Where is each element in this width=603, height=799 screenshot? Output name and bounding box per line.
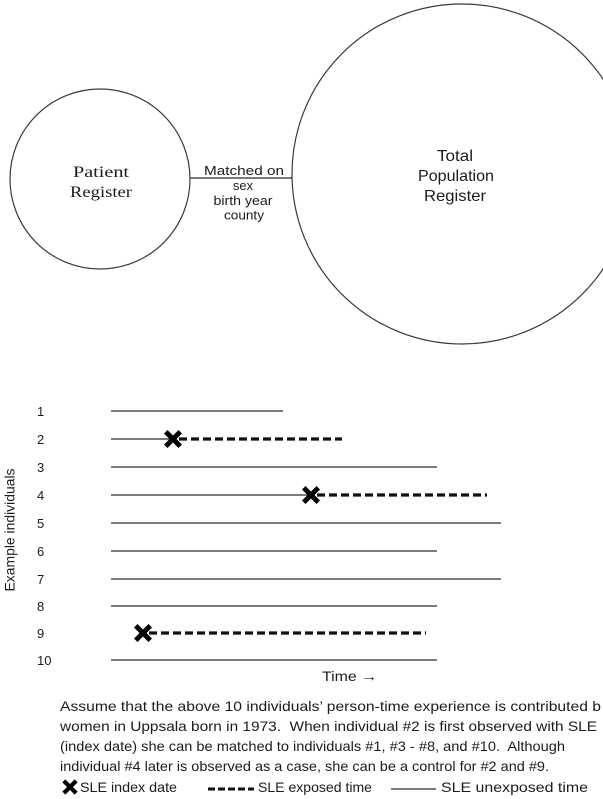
link-criterion: sex xyxy=(233,178,253,193)
link-criterion: county xyxy=(224,208,265,223)
patient-register-node xyxy=(9,88,191,270)
row-label: 4 xyxy=(37,488,44,503)
row-label: 5 xyxy=(37,516,44,531)
row-label: 9 xyxy=(37,626,44,641)
caption: Assume that the above 10 individuals’ pe… xyxy=(59,698,601,774)
timeline-row: 10 xyxy=(37,653,437,668)
row-label: 6 xyxy=(37,544,44,559)
legend-label-exposed-time: SLE exposed time xyxy=(258,779,372,795)
y-axis-label: Example individuals xyxy=(2,469,18,592)
timeline-row: 8 xyxy=(37,599,437,614)
timeline-row: 2 xyxy=(37,430,342,448)
timeline-row: 9 xyxy=(37,624,426,642)
row-label: 10 xyxy=(37,653,51,668)
caption-line: (index date) she can be matched to indiv… xyxy=(60,738,565,754)
timeline-row: 4 xyxy=(37,486,487,504)
index-date-marker xyxy=(134,624,152,642)
legend-label-unexposed-time: SLE unexposed time xyxy=(441,779,588,795)
row-label: 1 xyxy=(37,404,44,419)
link-label: Matched on xyxy=(204,163,284,178)
row-label: 7 xyxy=(37,572,44,587)
caption-line: women in Uppsala born in 1973. When indi… xyxy=(59,718,597,734)
legend: SLE index date SLE exposed time SLE unex… xyxy=(62,779,588,795)
patient-register-label-line-2: Register xyxy=(70,184,133,201)
caption-line: Assume that the above 10 individuals’ pe… xyxy=(60,698,601,714)
index-date-marker xyxy=(302,486,320,504)
row-label: 3 xyxy=(37,460,44,475)
timeline-row: 6 xyxy=(37,544,437,559)
caption-line: individual #4 later is observed as a cas… xyxy=(60,758,549,774)
link-criterion: birth year xyxy=(214,193,274,208)
timeline-row: 3 xyxy=(37,460,437,475)
timeline-row: 5 xyxy=(37,516,501,531)
row-label: 2 xyxy=(37,432,44,447)
index-date-marker xyxy=(164,430,182,448)
timeline-chart: Example individuals 1 2 3 4 5 6 7 8 9 10 Time → xyxy=(2,404,501,684)
matching-diagram: Patient Register Total Population Regist… xyxy=(9,3,603,345)
x-mark-icon xyxy=(62,779,78,795)
population-register-label-line-2: Population xyxy=(418,168,494,185)
legend-label-index-date: SLE index date xyxy=(80,779,177,795)
population-register-label-line-3: Register xyxy=(424,188,487,205)
timeline-row: 1 xyxy=(37,404,283,419)
x-axis-label: Time → xyxy=(322,668,377,684)
row-label: 8 xyxy=(37,599,44,614)
patient-register-label-line-1: Patient xyxy=(73,164,130,181)
population-register-node xyxy=(291,3,603,345)
timeline-row: 7 xyxy=(37,572,501,587)
timeline-rows: 1 2 3 4 5 6 7 8 9 10 xyxy=(37,404,501,668)
population-register-label-line-1: Total xyxy=(437,148,473,165)
